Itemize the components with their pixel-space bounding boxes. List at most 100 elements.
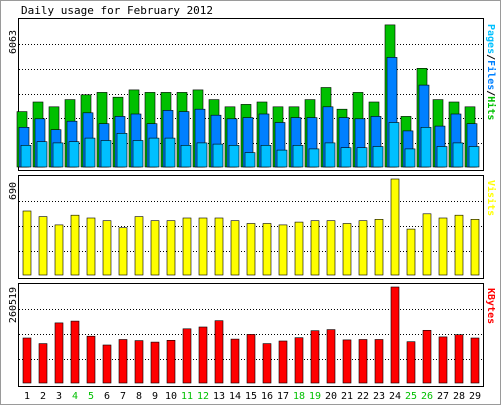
- hits-ymax-label: 6063: [8, 30, 19, 54]
- bar-kbytes-day-16: [262, 343, 272, 384]
- bar-visits-day-6: [102, 220, 112, 276]
- bar-kbytes-day-9: [150, 341, 160, 384]
- x-tick-label-day-15: 15: [245, 391, 257, 402]
- kbytes-panel-bars: [22, 286, 480, 384]
- bar-visits-day-2: [38, 216, 48, 276]
- bar-visits-day-7: [118, 227, 128, 276]
- x-axis-day-labels: 1 2 3 4 5 6 7 8 9 10 11 12 13 14 15 16 17 18 19 20 21 22 23 24 2…: [24, 391, 481, 402]
- bar-kbytes-day-3: [54, 322, 64, 384]
- bar-pages-day-7: [116, 133, 128, 168]
- bar-visits-day-24: [390, 178, 400, 276]
- bar-pages-day-1: [20, 145, 32, 168]
- bar-visits-day-19: [310, 220, 320, 276]
- bar-pages-day-29: [468, 146, 480, 168]
- bar-visits-day-21: [342, 223, 352, 276]
- chart-title: Daily usage for February 2012: [21, 4, 213, 17]
- bar-visits-day-20: [326, 220, 336, 276]
- bar-visits-day-18: [294, 221, 304, 276]
- bar-visits-day-28: [454, 214, 464, 276]
- bar-pages-day-20: [324, 142, 336, 168]
- bar-visits-day-25: [406, 228, 416, 276]
- bar-pages-day-22: [356, 147, 368, 168]
- bar-visits-day-26: [422, 213, 432, 276]
- bar-visits-day-23: [374, 219, 384, 276]
- bar-visits-day-1: [22, 210, 32, 276]
- x-tick-label-day-21: 21: [341, 391, 353, 402]
- bar-kbytes-day-13: [214, 320, 224, 384]
- bar-kbytes-day-18: [294, 337, 304, 384]
- x-tick-label-day-25: 25: [405, 391, 417, 402]
- bar-pages-day-9: [148, 137, 160, 168]
- hits-panel-frame: [18, 18, 484, 171]
- visits-panel-bars: [22, 178, 480, 276]
- bar-kbytes-day-12: [198, 326, 208, 384]
- x-tick-label-day-13: 13: [213, 391, 225, 402]
- bar-pages-day-25: [404, 148, 416, 168]
- x-tick-label-day-26: 26: [421, 391, 433, 402]
- bar-visits-day-12: [198, 217, 208, 276]
- legend-hits: Hits: [485, 96, 497, 120]
- bar-pages-day-21: [340, 147, 352, 168]
- x-tick-label-day-11: 11: [181, 391, 193, 402]
- bar-pages-day-11: [180, 145, 192, 168]
- visits-panel-frame: [18, 175, 484, 279]
- bar-kbytes-day-6: [102, 344, 112, 384]
- x-tick-label-day-24: 24: [389, 391, 401, 402]
- bar-kbytes-day-21: [342, 339, 352, 384]
- bar-kbytes-day-2: [38, 343, 48, 384]
- bar-pages-day-14: [228, 145, 240, 168]
- x-tick-label-day-10: 10: [165, 391, 177, 402]
- bar-kbytes-day-26: [422, 329, 432, 384]
- kbytes-ymax-label: 260519: [8, 287, 19, 323]
- bar-kbytes-day-10: [166, 339, 176, 384]
- bar-pages-day-28: [452, 142, 464, 168]
- x-tick-label-day-17: 17: [277, 391, 289, 402]
- bar-pages-day-2: [36, 141, 48, 168]
- bar-kbytes-day-7: [118, 339, 128, 384]
- bar-kbytes-day-24: [390, 286, 400, 384]
- bar-kbytes-day-22: [358, 339, 368, 384]
- x-tick-label-day-20: 20: [325, 391, 337, 402]
- bar-kbytes-day-1: [22, 337, 32, 384]
- kbytes-panel-frame: [18, 283, 484, 387]
- legend-separator-2: /: [485, 90, 496, 96]
- x-tick-label-day-19: 19: [309, 391, 321, 402]
- bar-kbytes-day-17: [278, 340, 288, 384]
- x-tick-label-day-8: 8: [136, 391, 142, 402]
- legend-files: Files: [485, 60, 497, 90]
- x-tick-label-day-5: 5: [88, 391, 94, 402]
- legend-pages: Pages: [485, 24, 496, 54]
- x-tick-label-day-27: 27: [437, 391, 449, 402]
- bar-pages-day-4: [68, 141, 80, 168]
- hits-panel-bars: [16, 24, 480, 168]
- hits-panel-legend: Pages/Files/Hits: [485, 24, 497, 120]
- bar-visits-day-3: [54, 224, 64, 276]
- bar-pages-day-27: [436, 146, 448, 168]
- x-tick-label-day-16: 16: [261, 391, 273, 402]
- bar-pages-day-24: [388, 122, 400, 168]
- x-tick-label-day-23: 23: [373, 391, 385, 402]
- x-tick-label-day-3: 3: [56, 391, 62, 402]
- bar-pages-day-15: [244, 152, 256, 168]
- bar-kbytes-day-27: [438, 336, 448, 384]
- bar-pages-day-6: [100, 140, 112, 168]
- bar-visits-day-14: [230, 220, 240, 276]
- bar-visits-day-17: [278, 224, 288, 276]
- bar-kbytes-day-11: [182, 328, 192, 384]
- bar-pages-day-18: [292, 145, 304, 168]
- x-tick-label-day-18: 18: [293, 391, 305, 402]
- bar-visits-day-16: [262, 223, 272, 276]
- bar-visits-day-15: [246, 223, 256, 276]
- bar-kbytes-day-29: [470, 337, 480, 384]
- bar-visits-day-5: [86, 217, 96, 276]
- bar-kbytes-day-15: [246, 334, 256, 384]
- bar-kbytes-day-4: [70, 320, 80, 384]
- bar-pages-day-12: [196, 142, 208, 168]
- bar-kbytes-day-28: [454, 334, 464, 384]
- bar-kbytes-day-14: [230, 338, 240, 384]
- visits-ymax-label: 690: [8, 182, 19, 200]
- bar-kbytes-day-5: [86, 335, 96, 384]
- bar-kbytes-day-8: [134, 340, 144, 384]
